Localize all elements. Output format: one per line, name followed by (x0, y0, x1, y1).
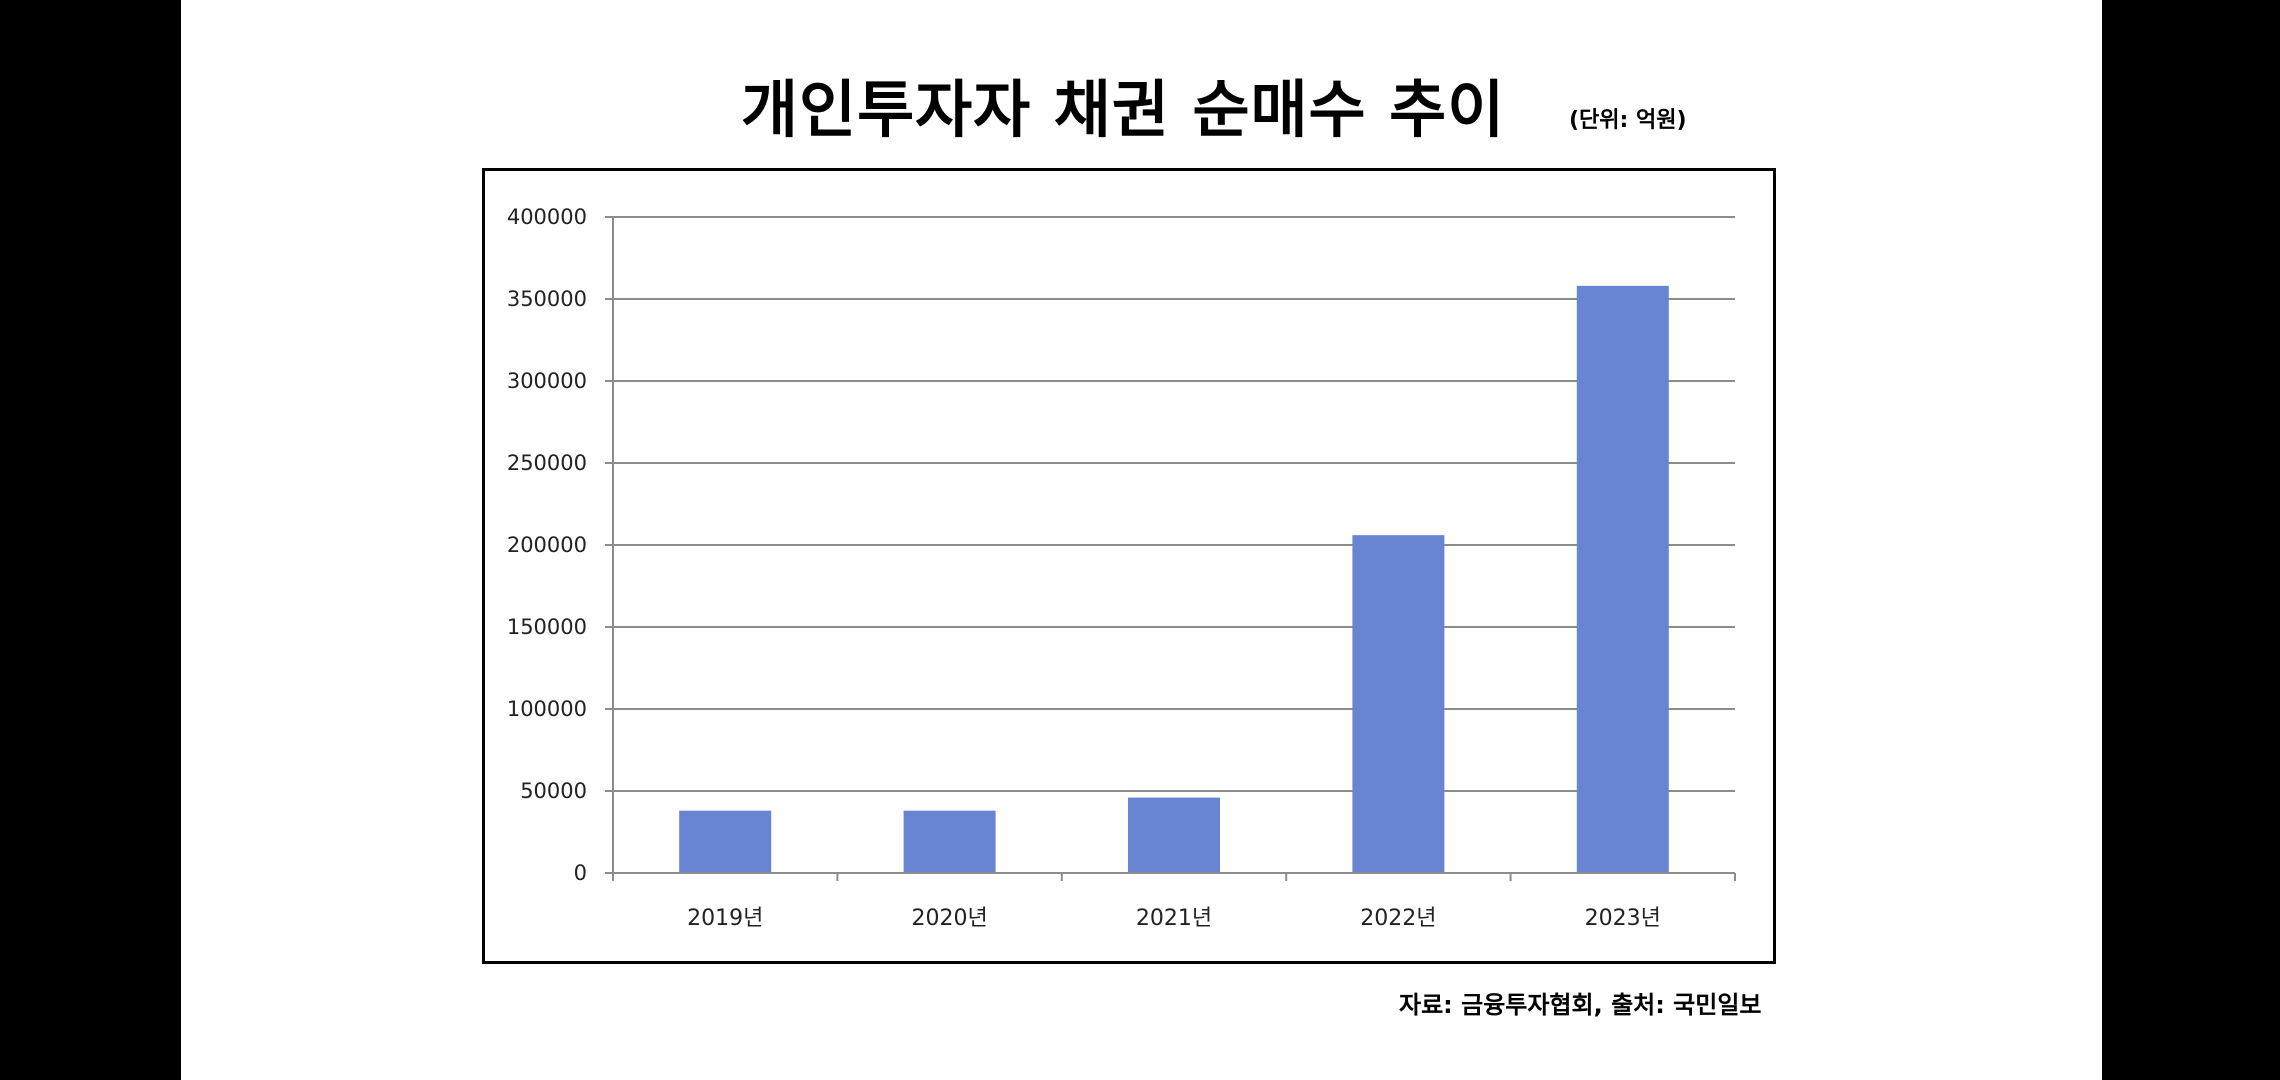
x-category-label: 2020년 (911, 906, 987, 931)
bars (679, 285, 1669, 873)
bar-chart: 0 50000 100000 150000 200000 250000 300000 3500… (507, 205, 1736, 931)
x-axis (612, 217, 1736, 881)
image-canvas: 개인투자자 채권 순매수 추이 (단위: 억원) 0 50000 100000 150… (181, 0, 2102, 1080)
title-row: 개인투자자 채권 순매수 추이 (단위: 억원) (181, 62, 2102, 152)
y-tick-label: 200000 (507, 533, 587, 557)
bar (903, 810, 996, 873)
y-tick-label: 400000 (507, 205, 587, 229)
unit-note: (단위: 억원) (1569, 108, 1687, 133)
x-category-label: 2022년 (1360, 906, 1436, 931)
y-axis-ticks: 0 50000 100000 150000 200000 250000 300000 3500… (507, 205, 613, 885)
bar (1576, 285, 1669, 873)
x-axis-labels: 2019년 2020년 2021년 2022년 2023년 (687, 906, 1661, 931)
chart-title: 개인투자자 채권 순매수 추이 (741, 73, 1506, 146)
x-category-label: 2021년 (1136, 906, 1212, 931)
x-category-label: 2023년 (1585, 906, 1661, 931)
bar (1352, 535, 1445, 873)
gridlines (613, 216, 1735, 792)
source-note: 자료: 금융투자협회, 출처: 국민일보 (1399, 991, 1762, 1019)
y-tick-label: 0 (574, 861, 587, 885)
bar (1127, 797, 1221, 873)
y-tick-label: 50000 (520, 779, 587, 803)
bar (679, 810, 772, 873)
y-tick-label: 250000 (507, 451, 587, 475)
y-tick-label: 350000 (507, 287, 587, 311)
y-tick-label: 150000 (507, 615, 587, 639)
y-tick-label: 100000 (507, 697, 587, 721)
chart-frame: 0 50000 100000 150000 200000 250000 300000 3500… (482, 168, 1776, 964)
y-tick-label: 300000 (507, 369, 587, 393)
x-category-label: 2019년 (687, 906, 763, 931)
